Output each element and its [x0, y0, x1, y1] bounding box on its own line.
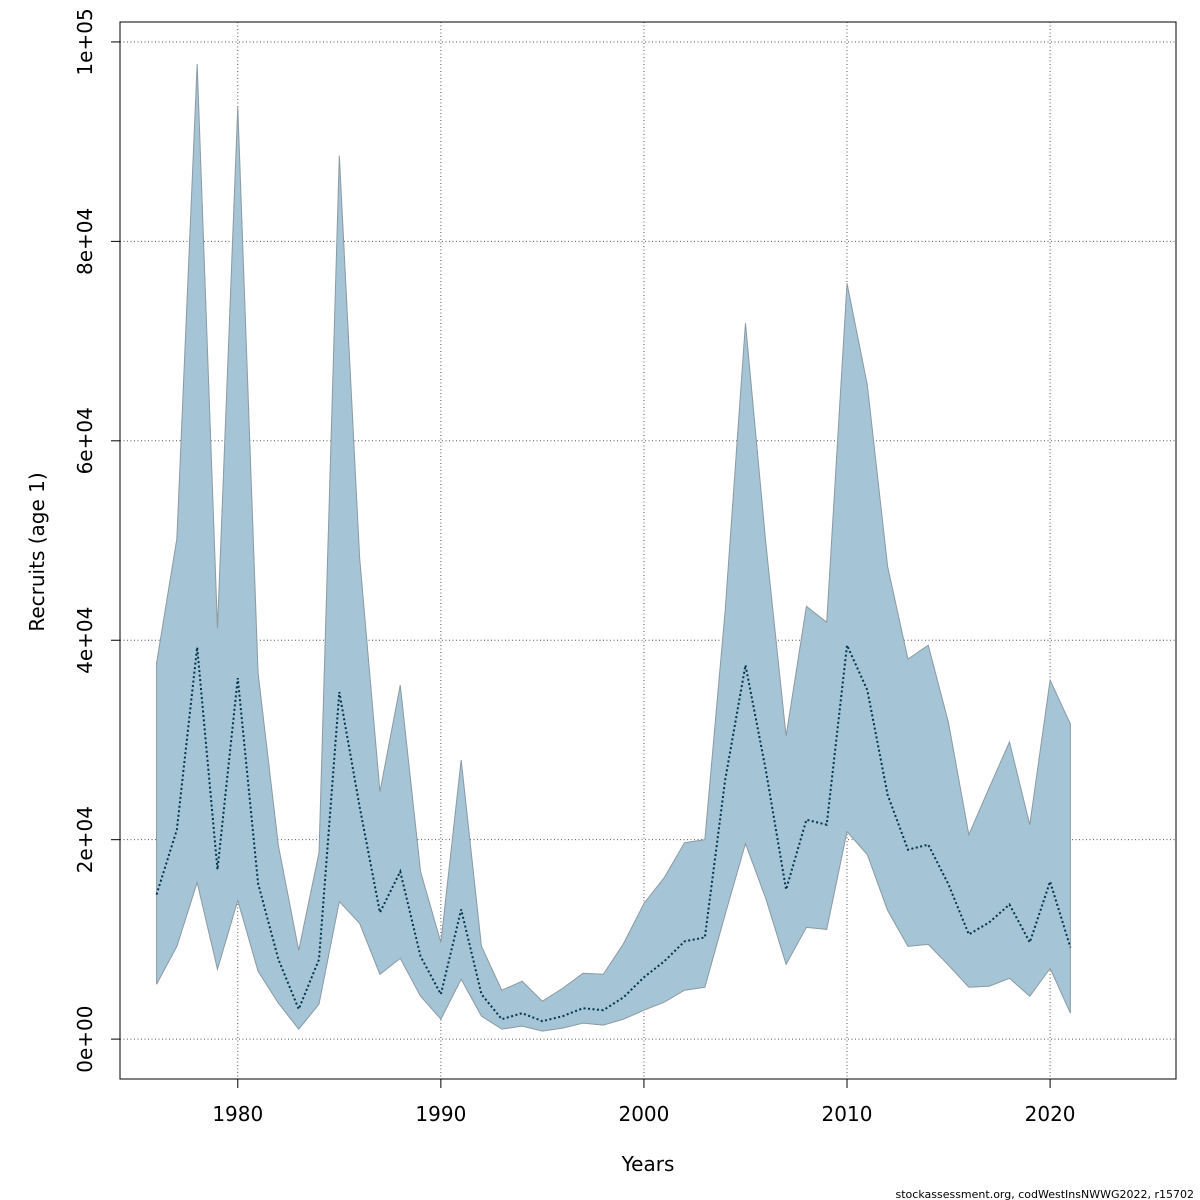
y-tick-label: 6e+04 [73, 407, 97, 474]
y-tick-label: 8e+04 [73, 208, 97, 275]
y-tick-label: 0e+00 [73, 1005, 97, 1072]
plot-frame [119, 21, 1177, 1080]
x-tick-label: 2000 [618, 1102, 669, 1126]
axes: 1980 1990 2000 2010 2020 0e+00 2e+04 4e+04 6e+04… [73, 8, 1076, 1126]
source-footer: stockassessment.org, codWestInsNWWG2022,… [896, 1188, 1195, 1200]
y-tick-label: 4e+04 [73, 607, 97, 674]
y-tick-label: 2e+04 [73, 806, 97, 873]
y-axis-title: Recruits (age 1) [25, 472, 49, 631]
estimate-line [155, 641, 1072, 1023]
y-tick-label: 1e+05 [73, 8, 97, 75]
confidence-band [156, 63, 1071, 1032]
x-tick-label: 2010 [822, 1102, 873, 1126]
x-axis-title: Years [621, 1152, 675, 1176]
x-tick-label: 2020 [1025, 1102, 1076, 1126]
confidence-band-layer [156, 63, 1071, 1032]
x-tick-label: 1980 [212, 1102, 263, 1126]
estimate-line-layer [155, 641, 1072, 1023]
x-tick-label: 1990 [415, 1102, 466, 1126]
